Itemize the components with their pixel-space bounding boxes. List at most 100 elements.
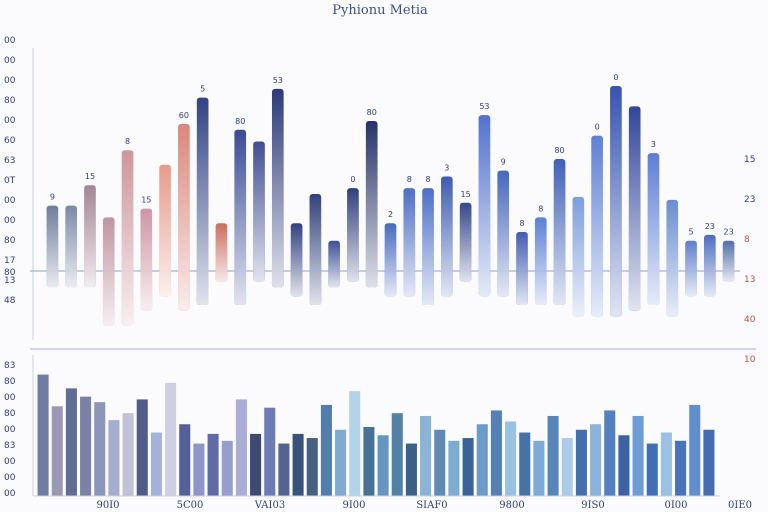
upper-bar-fade-26 xyxy=(534,217,547,305)
lower-bar-26 xyxy=(405,443,417,496)
lower-bar-38 xyxy=(575,429,587,496)
y-tick-right-1: 23 xyxy=(744,195,755,205)
lower-bar-36 xyxy=(547,415,559,496)
lower-bar-14 xyxy=(235,399,247,496)
lower-bar-9 xyxy=(165,382,177,496)
upper-bar-fade-32 xyxy=(647,153,660,305)
upper-bar-label-8: 5 xyxy=(200,85,205,94)
lower-y-tick-0: 83 xyxy=(4,361,15,371)
lower-y-tick-3: 80 xyxy=(4,409,16,419)
y-tick-right-3: 13 xyxy=(744,275,755,285)
baseline-label: 80 xyxy=(4,268,16,278)
y-tick-left-9: 00 xyxy=(4,216,16,226)
upper-bar-fade-11 xyxy=(253,141,265,282)
upper-bar-fade-28 xyxy=(572,196,585,317)
lower-bar-8 xyxy=(150,432,162,496)
lower-bar-4 xyxy=(94,402,106,496)
upper-bar-fade-30 xyxy=(610,85,622,317)
upper-bar-fade-0 xyxy=(46,205,59,288)
x-label-6: 9IS0 xyxy=(581,500,605,511)
lower-bar-16 xyxy=(264,407,276,496)
lower-y-tick-5: 83 xyxy=(4,441,15,451)
y-tick-left-10: 80 xyxy=(4,236,16,246)
upper-bar-label-35: 23 xyxy=(705,222,715,231)
upper-data-labels: 9 15 8 15 60 5 80 53 0 80 2 8 8 3 15 53 9 8 8 80 0 0 3 5 23 23 xyxy=(50,73,734,237)
lower-bar-32 xyxy=(490,410,502,496)
upper-y-ticks-left: 00 00 00 80 00 60 63 0T 00 00 80 17 13 48 xyxy=(4,36,16,306)
y-tick-left-13: 48 xyxy=(4,296,16,306)
x-label-8: 0IE0 xyxy=(728,500,752,511)
lower-bar-27 xyxy=(420,415,432,496)
y-tick-left-6: 63 xyxy=(4,156,15,166)
upper-bar-label-23: 53 xyxy=(479,102,489,111)
lower-bar-20 xyxy=(320,404,332,496)
upper-bar-label-25: 8 xyxy=(519,219,524,228)
upper-bar-fade-3 xyxy=(102,217,115,326)
lower-bar-6 xyxy=(122,413,134,496)
y-tick-left-11: 17 xyxy=(4,256,15,266)
lower-y-tick-4: 00 xyxy=(4,425,16,435)
upper-bar-fade-15 xyxy=(328,240,340,288)
y-tick-left-5: 60 xyxy=(4,136,16,146)
upper-bar-fade-10 xyxy=(234,129,247,305)
upper-bar-fade-8 xyxy=(196,97,209,305)
upper-bar-fade-19 xyxy=(403,188,416,297)
lower-bar-43 xyxy=(646,443,658,496)
upper-bar-label-16: 0 xyxy=(350,175,355,184)
lower-y-tick-8: 00 xyxy=(4,489,16,499)
lower-bar-11 xyxy=(193,443,205,496)
x-label-2: VAI03 xyxy=(254,500,285,511)
upper-bar-fade-5 xyxy=(140,208,153,311)
lower-bar-33 xyxy=(505,421,517,496)
lower-bar-40 xyxy=(604,410,616,496)
upper-bar-label-26: 8 xyxy=(538,204,543,213)
lower-bar-10 xyxy=(179,424,191,496)
lower-bar-39 xyxy=(590,424,602,496)
upper-bar-fade-13 xyxy=(290,223,303,297)
y-tick-right-4: 40 xyxy=(744,315,756,325)
upper-bar-fade-22 xyxy=(459,202,472,282)
upper-y-ticks-right: 15 23 8 13 40 10 xyxy=(744,155,756,365)
upper-bar-label-0: 9 xyxy=(50,193,55,202)
upper-bar-label-36: 23 xyxy=(724,228,734,237)
lower-bar-42 xyxy=(632,415,644,496)
upper-bar-fade-4 xyxy=(121,150,134,326)
lower-bar-18 xyxy=(292,433,304,496)
x-label-1: 5C00 xyxy=(177,500,204,511)
lower-bar-28 xyxy=(434,429,446,496)
lower-bar-35 xyxy=(533,440,545,496)
x-label-5: 9800 xyxy=(499,500,524,511)
upper-bar-label-20: 8 xyxy=(426,175,431,184)
x-label-7: 0I00 xyxy=(664,500,687,511)
lower-bar-22 xyxy=(349,391,361,496)
lower-bar-17 xyxy=(278,443,290,496)
y-tick-left-0: 00 xyxy=(4,36,16,46)
upper-bar-label-24: 9 xyxy=(501,158,506,167)
y-tick-right-5: 10 xyxy=(744,355,756,365)
lower-bar-2 xyxy=(65,388,77,496)
lower-bar-24 xyxy=(377,435,389,496)
upper-bar-fade-20 xyxy=(422,188,434,305)
y-tick-left-3: 80 xyxy=(4,96,16,106)
upper-bar-label-21: 3 xyxy=(444,163,449,172)
lower-y-tick-1: 80 xyxy=(4,377,16,387)
lower-bar-37 xyxy=(561,438,573,496)
upper-bar-fade-31 xyxy=(628,106,641,311)
lower-bar-47 xyxy=(703,429,715,496)
lower-bar-12 xyxy=(207,433,219,496)
x-label-0: 90I0 xyxy=(96,500,119,511)
upper-bar-label-17: 80 xyxy=(367,108,377,117)
upper-bar-fade-23 xyxy=(478,115,491,297)
upper-bar-fade-2 xyxy=(84,185,96,288)
upper-bar-fade-16 xyxy=(347,188,359,282)
upper-bar-fade-14 xyxy=(309,194,322,305)
upper-bar-label-29: 0 xyxy=(595,123,600,132)
upper-bar-label-12: 53 xyxy=(273,76,283,85)
lower-bar-31 xyxy=(476,424,488,496)
lower-bar-5 xyxy=(108,420,120,496)
upper-bar-fade-35 xyxy=(704,234,716,297)
lower-y-tick-7: 00 xyxy=(4,473,16,483)
upper-bars xyxy=(46,85,735,326)
lower-y-ticks: 83 80 00 80 00 83 00 00 00 xyxy=(4,361,16,499)
